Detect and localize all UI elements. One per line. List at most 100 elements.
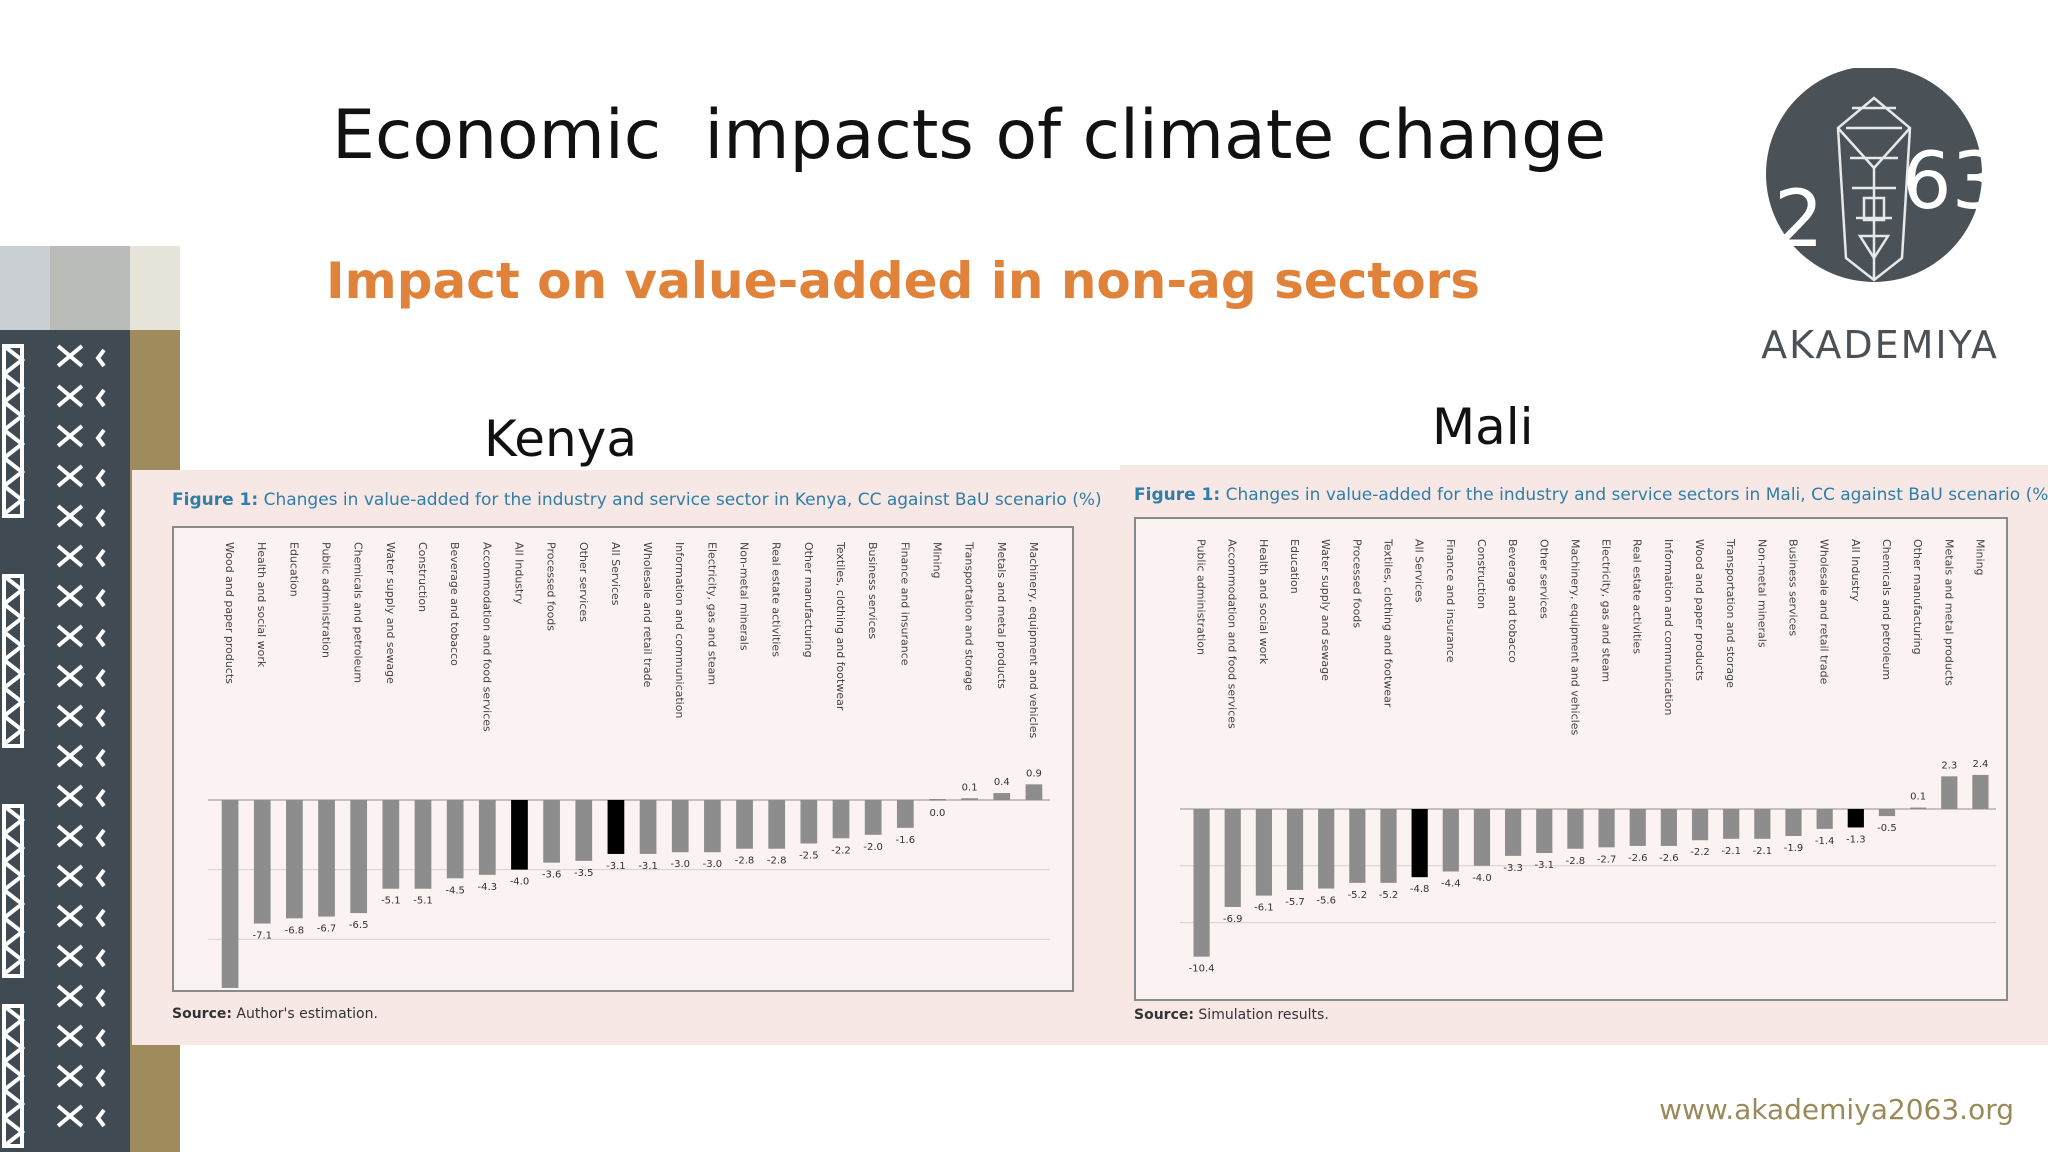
value-label: -4.5 [445,885,465,896]
value-label: 0.1 [962,782,978,793]
website-link[interactable]: www.akademiya2063.org [1659,1093,2014,1126]
value-label: -6.1 [1254,903,1274,914]
bar [1318,809,1335,889]
value-label: -2.0 [863,842,883,853]
value-label: -6.7 [317,924,337,935]
value-label: 0.1 [1910,792,1926,803]
category-label: Wood and paper products [1693,539,1706,681]
category-label: Public administration [1195,539,1208,655]
category-label: Finance and insurance [898,542,911,666]
mali-caption-label: Figure 1: [1134,485,1221,505]
bar [1193,809,1210,957]
value-label: -2.2 [831,845,851,856]
kenya-figure-caption: Figure 1: Changes in value-added for the… [172,490,1102,510]
bar [1567,809,1584,849]
bar [1224,809,1241,907]
bar [414,800,432,889]
category-label: Business services [866,542,879,639]
value-label: -4.0 [1472,873,1492,884]
bar [446,800,464,879]
category-label: Water supply and sewage [384,542,397,684]
category-label: Health and social work [1257,539,1270,665]
kenya-caption-text: Changes in value-added for the industry … [258,490,1102,510]
category-label: Health and social work [255,542,268,668]
category-label: Beverage and tobacco [448,542,461,666]
value-label: -2.7 [1597,854,1617,865]
category-label: All Services [1413,539,1426,603]
bar [1411,809,1428,878]
value-label: -3.6 [542,870,562,881]
bar [864,800,882,835]
bar [253,800,271,924]
category-label: Beverage and tobacco [1506,539,1519,663]
category-label: Transportation and storage [1724,538,1737,688]
category-label: Chemicals and petroleum [352,542,365,683]
value-label: -5.2 [1348,890,1368,901]
value-label: -2.1 [1721,846,1741,857]
bar [961,798,978,800]
bar [1691,809,1709,841]
value-label: -3.1 [606,861,626,872]
category-label: Business services [1787,539,1800,636]
value-label: -2.2 [1690,847,1710,858]
value-label: 2.4 [1972,759,1988,770]
bar [1785,809,1802,836]
category-label: All Industry [512,542,525,605]
category-label: Transportation and storage [963,541,976,691]
bar [832,800,850,839]
value-label: -2.8 [1566,856,1586,867]
category-label: Wood and paper products [223,542,236,684]
value-label: -4.4 [1441,878,1461,889]
category-label: Textiles, clothing and footwear [834,541,847,711]
category-label: Metals and metal products [1942,539,1955,686]
value-label: -2.8 [735,856,755,867]
category-label: Finance and insurance [1444,539,1457,663]
slide-title: Economic impacts of climate change [332,96,1607,175]
bar [704,800,721,853]
category-label: Metals and metal products [995,542,1008,689]
value-label: -2.5 [799,851,819,862]
category-label: Processed foods [1350,539,1363,628]
mali-source-label: Source: [1134,1007,1194,1023]
bar [671,800,689,853]
bar [639,800,657,854]
value-label: -3.3 [1503,863,1523,874]
mali-caption-text: Changes in value-added for the industry … [1220,485,2048,505]
mali-heading: Mali [1432,398,1534,456]
value-label: -2.8 [767,856,787,867]
logo-wordmark: AKADEMIYA [1761,323,1999,367]
category-label: Construction [1475,539,1488,609]
bar [511,800,528,870]
kenya-caption-label: Figure 1: [172,490,259,510]
bar [221,800,239,988]
value-label: -4.8 [1410,884,1430,895]
category-label: Non-metal minerals [1755,539,1768,648]
left-decorative-pattern [0,246,180,1152]
value-label: 0.9 [1026,768,1042,779]
bar [1473,809,1491,866]
value-label: -2.1 [1753,846,1773,857]
category-label: Electricity, gas and steam [705,542,718,685]
bar [1598,809,1615,848]
value-label: -1.6 [896,835,916,846]
bar [1629,809,1646,846]
bar [575,800,593,861]
category-label: Public administration [320,542,333,658]
bar [607,800,625,854]
kenya-source-note: Source: Author's estimation. [172,1006,378,1022]
bar [1442,809,1459,872]
value-label: -1.9 [1784,843,1804,854]
kenya-figure-panel: Figure 1: Changes in value-added for the… [132,470,1124,1045]
category-label: All Industry [1849,539,1862,602]
value-label: -6.8 [285,925,305,936]
bar [768,800,786,849]
category-label: Water supply and sewage [1319,539,1332,681]
category-label: Education [1288,539,1301,594]
value-label: -2.6 [1659,853,1679,864]
bar [1286,809,1304,890]
bar [382,800,400,889]
mali-figure-caption: Figure 1: Changes in value-added for the… [1134,485,2048,505]
category-label: Wholesale and retail trade [1818,539,1831,685]
value-label: 2.3 [1941,760,1957,771]
